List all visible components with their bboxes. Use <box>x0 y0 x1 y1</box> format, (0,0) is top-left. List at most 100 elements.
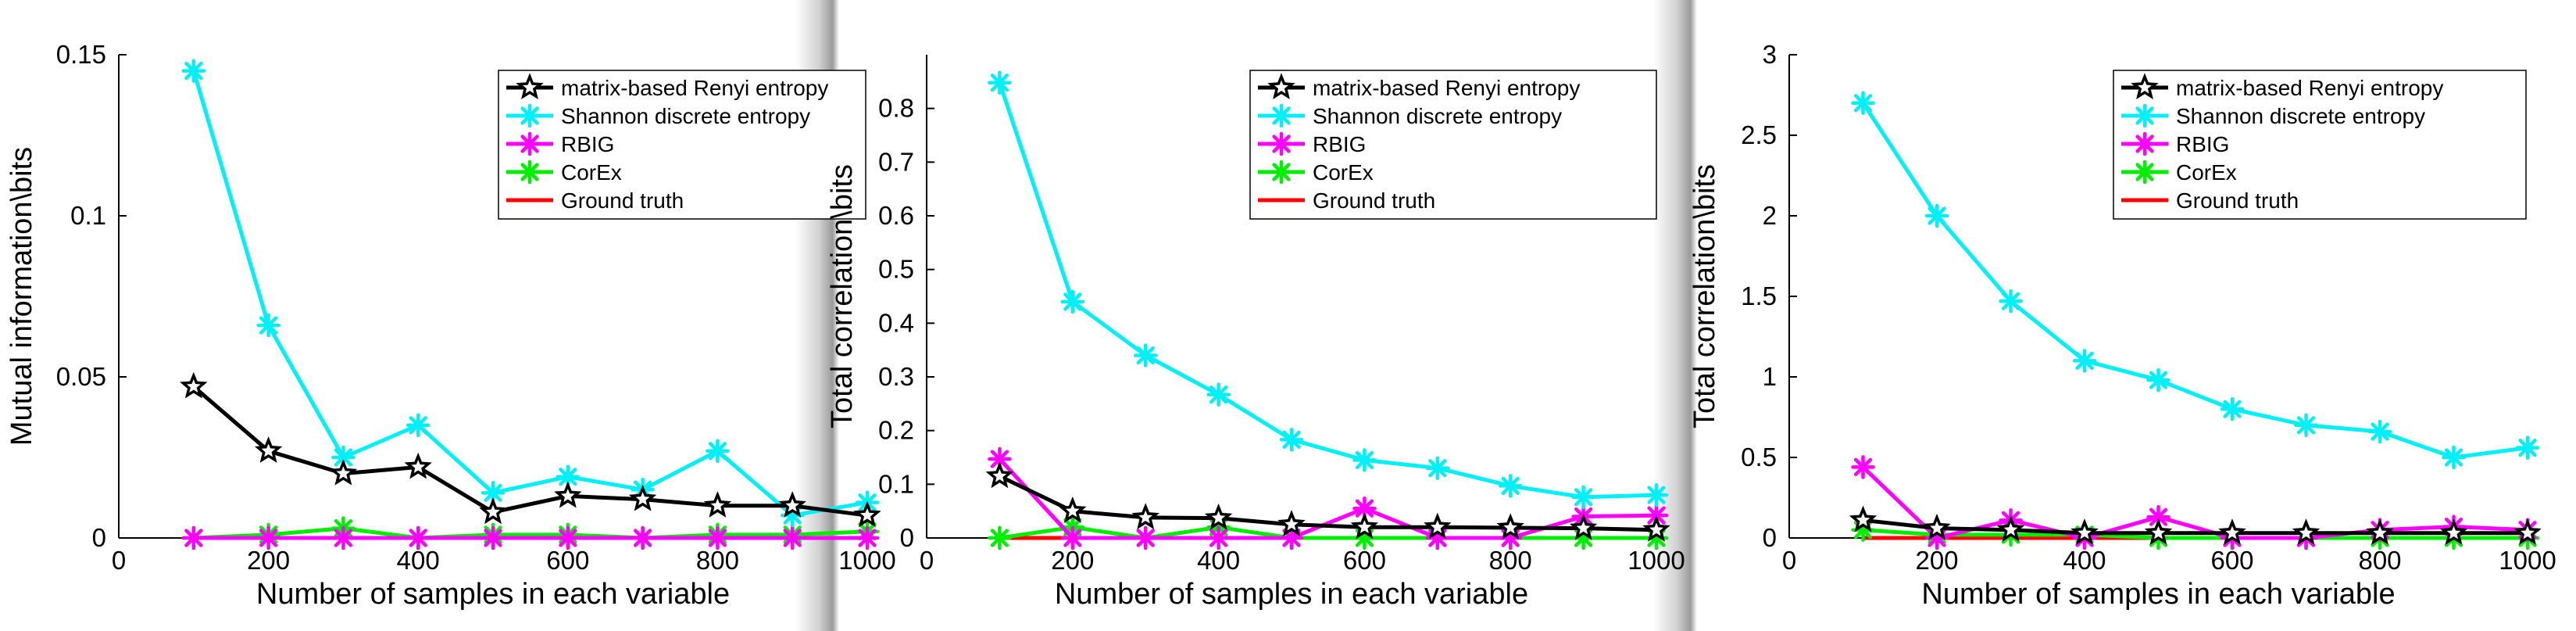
asterisk-stroke <box>2223 400 2242 418</box>
data-point <box>1498 474 1523 498</box>
data-point <box>1133 525 1158 550</box>
data-point <box>1206 525 1231 550</box>
y-tick-label: 0.5 <box>1741 443 1777 471</box>
y-axis-label: Mutual information\bits <box>5 147 38 446</box>
asterisk-stroke <box>409 529 427 547</box>
data-point <box>1279 428 1304 452</box>
y-tick-label: 1 <box>1763 362 1777 391</box>
asterisk-stroke <box>708 442 727 461</box>
x-tick-label: 0 <box>920 546 934 575</box>
data-point <box>1204 503 1233 530</box>
legend-box <box>2113 70 2527 220</box>
asterisk-stroke <box>1136 529 1155 547</box>
x-tick-label: 1000 <box>1627 546 1685 575</box>
y-tick-label: 3 <box>1763 40 1777 69</box>
data-point <box>406 525 431 550</box>
data-point <box>2144 518 2173 545</box>
series-line <box>191 70 868 518</box>
data-point <box>254 436 283 463</box>
legend-item: Ground truth <box>506 188 684 213</box>
data-point <box>1059 496 1087 523</box>
data-point <box>703 491 732 518</box>
legend-marker <box>2132 131 2157 156</box>
series-line <box>193 526 868 540</box>
asterisk-stroke <box>520 134 539 153</box>
data-point <box>406 413 431 438</box>
data-point <box>1851 455 1875 479</box>
data-point <box>2072 349 2097 373</box>
asterisk-stroke <box>2135 163 2154 181</box>
legend-item: Shannon discrete entropy <box>2121 103 2425 128</box>
asterisk-stroke <box>990 73 1009 92</box>
legend-item: CorEx <box>1258 160 1374 185</box>
asterisk-stroke <box>559 529 577 547</box>
data-point <box>1849 505 1878 532</box>
x-tick-label: 600 <box>1343 546 1386 575</box>
series-line <box>192 385 868 518</box>
data-point <box>988 525 1012 550</box>
y-tick-label: 2 <box>1763 201 1777 230</box>
asterisk-stroke <box>1136 346 1155 365</box>
asterisk-stroke <box>1574 488 1593 507</box>
legend-label: Ground truth <box>1313 188 1435 213</box>
legend-marker <box>1269 131 1294 156</box>
asterisk-stroke <box>2135 134 2154 153</box>
data-point <box>2070 518 2099 545</box>
y-tick-label: 0.2 <box>878 416 914 445</box>
y-tick-label: 0 <box>1763 523 1777 552</box>
x-tick-label: 200 <box>1915 546 1958 575</box>
y-tick-label: 0.4 <box>878 308 914 337</box>
data-point <box>2218 518 2246 545</box>
y-tick-label: 0.1 <box>70 201 106 230</box>
legend-marker <box>517 160 542 185</box>
legend-label: CorEx <box>561 160 622 185</box>
asterisk-stroke <box>1355 450 1374 470</box>
asterisk-stroke <box>1209 529 1228 547</box>
legend-label: Shannon discrete entropy <box>561 104 810 128</box>
legend-label: Ground truth <box>561 188 684 213</box>
data-point <box>778 491 806 518</box>
data-point <box>1851 91 1875 116</box>
data-point <box>180 371 208 399</box>
data-point <box>256 525 280 550</box>
series-rbig <box>181 525 880 550</box>
legend-marker <box>1269 160 1294 185</box>
asterisk-stroke <box>1853 94 1873 113</box>
data-point <box>855 525 880 550</box>
data-point <box>2292 518 2321 545</box>
y-tick-label: 1.5 <box>1741 281 1777 310</box>
x-tick-label: 200 <box>1051 546 1094 575</box>
y-tick-label: 0.3 <box>878 362 914 391</box>
data-point <box>2367 419 2392 444</box>
legend-box <box>498 70 866 220</box>
data-point <box>2146 367 2170 393</box>
data-point <box>256 313 280 338</box>
asterisk-stroke <box>1355 499 1374 518</box>
x-tick-label: 400 <box>397 546 440 575</box>
data-point <box>2366 518 2394 545</box>
legend-item: Ground truth <box>2121 188 2299 213</box>
legend-item: matrix-based Renyi entropy <box>1258 73 1580 100</box>
asterisk-stroke <box>184 61 203 81</box>
x-tick-label: 800 <box>2358 546 2401 575</box>
legend-label: matrix-based Renyi entropy <box>2176 76 2443 100</box>
y-tick-label: 0 <box>92 523 106 552</box>
legend-label: Ground truth <box>2176 188 2299 213</box>
asterisk-stroke <box>484 483 502 502</box>
data-point <box>1923 513 1951 540</box>
series-line <box>1861 102 2528 460</box>
legend-marker <box>2132 103 2157 128</box>
asterisk-stroke <box>708 529 727 547</box>
data-point <box>481 525 506 550</box>
data-point <box>1571 485 1595 510</box>
series-line <box>1863 528 2528 540</box>
asterisk-stroke <box>520 106 539 125</box>
data-point <box>1996 514 2025 542</box>
legend-item: RBIG <box>1258 131 1366 156</box>
y-tick-label: 0 <box>900 523 914 552</box>
asterisk-stroke <box>783 529 802 547</box>
data-point <box>2513 518 2542 545</box>
x-tick-label: 200 <box>247 546 290 575</box>
data-point <box>331 525 355 550</box>
asterisk-stroke <box>559 468 577 486</box>
